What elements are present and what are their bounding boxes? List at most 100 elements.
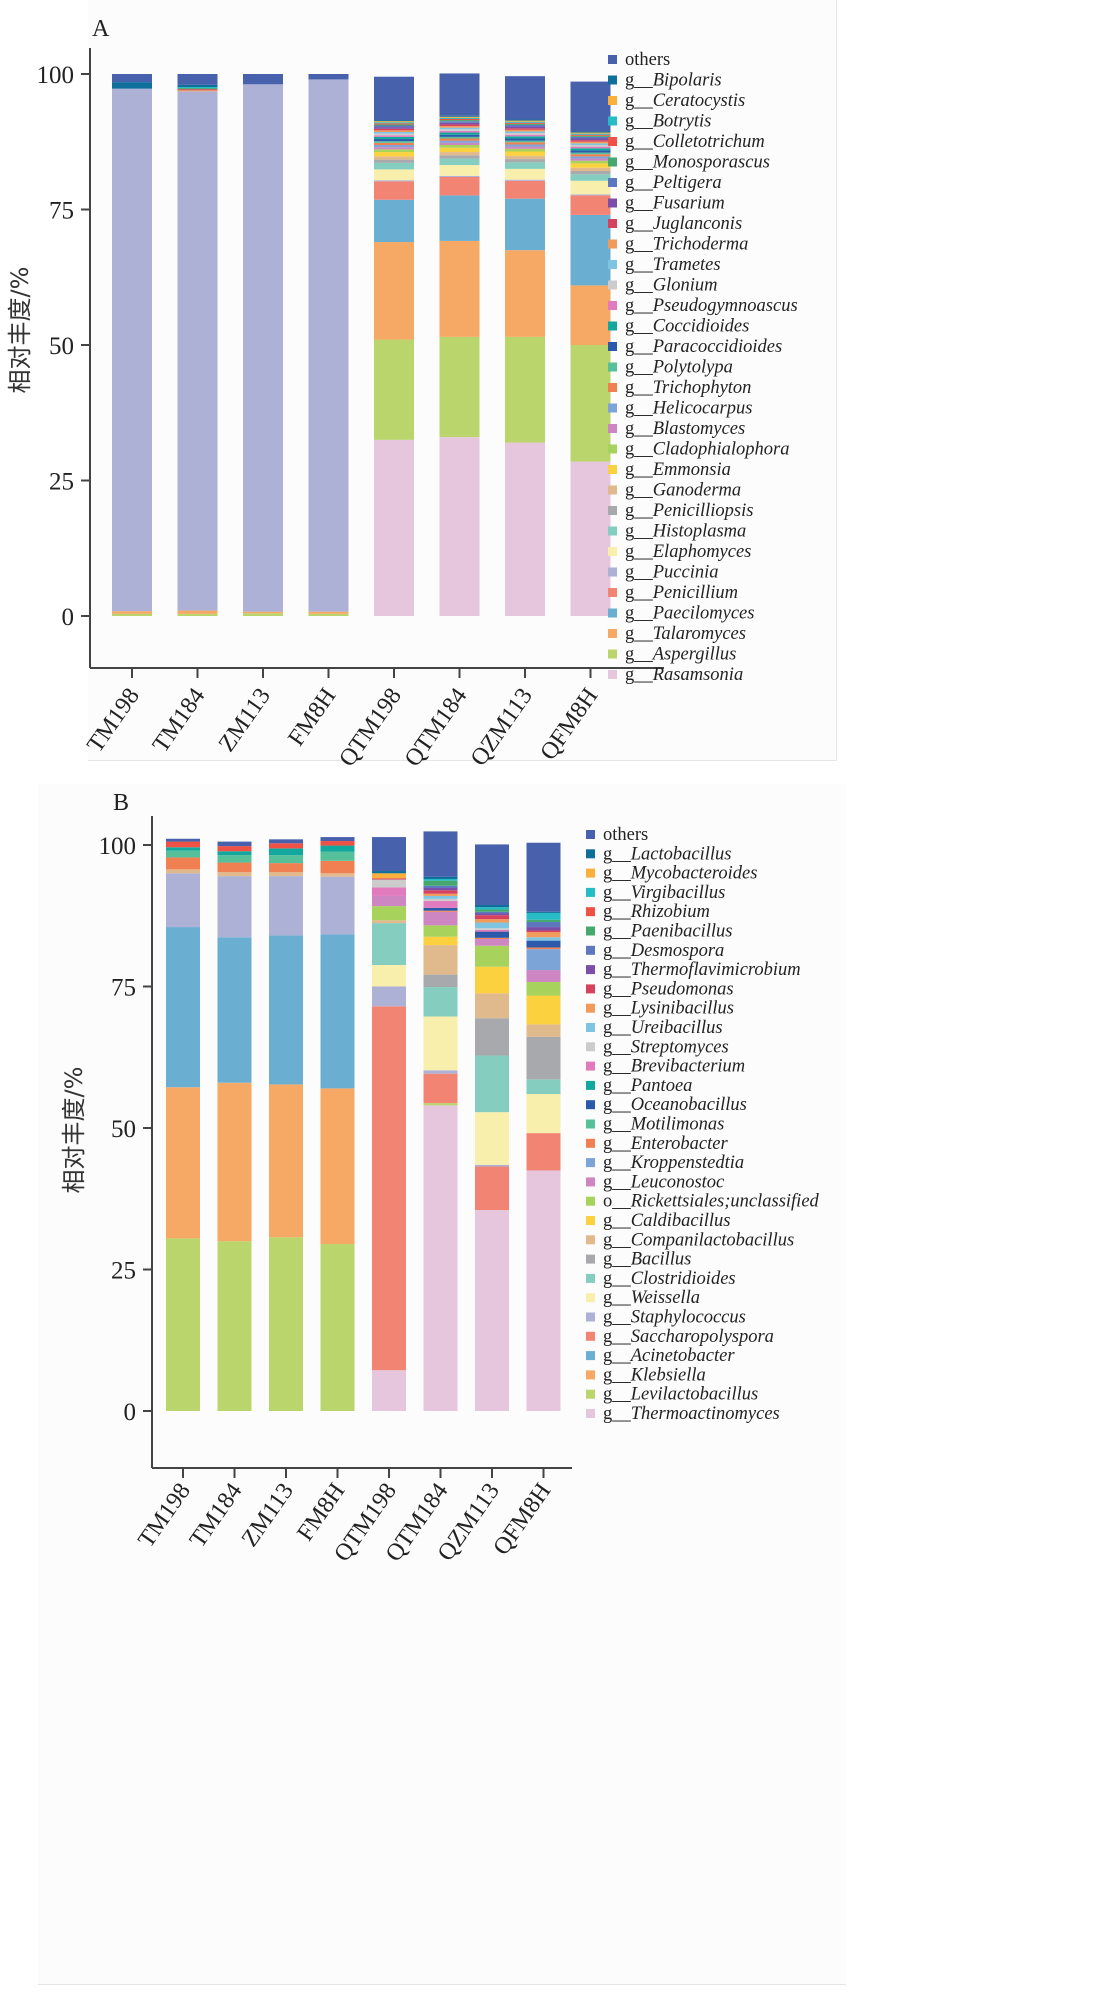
legend-item: g__Desmospora: [586, 941, 724, 961]
legend-label: g__Caldibacillus: [603, 1211, 730, 1231]
legend-prefix: o__: [603, 1192, 632, 1212]
bar-segment-QFM8H-talaromyces: [570, 285, 611, 345]
legend-swatch: [586, 1080, 595, 1090]
bar-segment-QTM198-saccharopolyspora: [372, 1006, 406, 1371]
panel-label: B: [113, 790, 129, 816]
bar-segment-QTM184-caldibacillus: [423, 936, 458, 946]
bar-segment-QTM198-trichoderma: [374, 130, 414, 132]
legend-swatch: [608, 649, 617, 659]
bar-segment-QZM113-trichophyton: [505, 142, 545, 145]
legend-item: g__Emmonsia: [608, 460, 731, 480]
legend-item: g__Kroppenstedtia: [586, 1153, 744, 1173]
bar-segment-QTM184-companilactobacillus: [423, 945, 458, 975]
bar-segment-TM184-talaromyces: [177, 610, 218, 614]
legend-item: g__Trichophyton: [608, 378, 751, 398]
bar-segment-QZM113-virgibacillus: [475, 907, 509, 910]
legend-label: g__Motilimonas: [603, 1115, 724, 1135]
bar-segment-QTM184-weissella: [423, 1016, 458, 1071]
bar-segment-QFM8H-others: [526, 842, 561, 912]
legend-swatch: [608, 588, 617, 597]
legend-genus: Levilactobacillus: [630, 1385, 758, 1405]
legend-prefix: g__: [603, 1095, 632, 1115]
bar-segment-QTM198-emmonsia: [374, 152, 414, 157]
bar-segment-TM184-puccinia: [177, 91, 218, 611]
bar-segment-QTM184-enterobacter: [423, 910, 458, 912]
bar-segment-QTM184-leuconostoc: [423, 911, 458, 926]
bar-segment-QZM113-trichoderma: [505, 129, 545, 132]
legend-prefix: g__: [603, 999, 632, 1019]
legend-item: others: [608, 50, 670, 70]
bar-segment-QFM8H-emmonsia: [570, 163, 611, 168]
legend-prefix: g__: [625, 563, 654, 583]
y-tick-label: 50: [111, 1116, 136, 1143]
legend-prefix: g__: [625, 317, 654, 337]
legend-genus: Peltigera: [652, 173, 722, 193]
bar-segment-QTM184-others: [439, 73, 480, 116]
bar-segment-QZM113-penicillium: [505, 180, 545, 199]
bar-segment-QZM113-aspergillus: [505, 336, 545, 443]
legend-swatch: [586, 1293, 595, 1303]
bar-segment-QTM198-histoplasma: [374, 162, 414, 170]
x-tick-label: TM198: [82, 684, 145, 758]
bar-segment-QFM8H-saccharopolyspora: [526, 1133, 561, 1171]
bar-segment-QTM184-ganoderma: [439, 152, 480, 156]
bar-segment-QTM198-botrytis: [374, 122, 414, 124]
bar-segment-QFM8H-penicilliopsis: [570, 171, 611, 175]
bar-segment-QFM8H-companilactobacillus: [526, 1024, 561, 1037]
bar-segment-TM198-others: [166, 838, 200, 842]
bar-segment-QZM113-pseudomonas: [475, 915, 509, 920]
bar-segment-ZM113-others: [243, 74, 283, 85]
legend-swatch: [586, 1312, 595, 1322]
legend-label: g__Paenibacillus: [603, 922, 732, 942]
legend-item: g__Thermoactinomyces: [586, 1404, 780, 1424]
bar-segment-FM8H-companilactobacillus: [320, 873, 355, 877]
y-tick-label: 75: [49, 198, 74, 225]
bar-segment-QFM8H-lactobacillus: [526, 911, 561, 913]
bar-segment-QTM184-streptomyces: [423, 898, 458, 902]
bar-segment-QFM8H-thermoflavimicrobium: [526, 927, 561, 931]
legend-prefix: g__: [625, 91, 654, 111]
legend-genus: Leuconostoc: [630, 1172, 725, 1192]
bar-segment-QZM113-coccidioides: [505, 136, 545, 139]
legend-genus: Rickettsiales;unclassified: [630, 1192, 820, 1212]
bar-segment-TM184-aspergillus: [177, 613, 218, 616]
legend-item: g__Ceratocystis: [608, 91, 745, 111]
legend-label: g__Companilactobacillus: [603, 1230, 794, 1250]
legend-genus: Botrytis: [653, 112, 712, 132]
bar-segment-QZM113-streptomyces: [475, 928, 509, 930]
legend-item: g__Caldibacillus: [586, 1211, 730, 1231]
legend-label: g__Colletotrichum: [625, 132, 765, 152]
legend-genus: Penicillium: [652, 583, 738, 603]
bar-segment-TM198-levilactobacillus: [166, 1238, 200, 1411]
bar-segment-TM184-enterobacter: [217, 862, 252, 873]
x-tick-label: QTM198: [334, 684, 407, 772]
bar-segment-QTM184-elaphomyces: [439, 165, 480, 176]
legend-item: g__Trametes: [608, 255, 721, 275]
legend-swatch: [586, 1254, 595, 1264]
bar-segment-TM184-acinetobacter: [217, 937, 252, 1083]
bar-segment-QTM184-clostridioides: [423, 987, 458, 1017]
bar-segment-ZM113-talaromyces: [243, 611, 283, 614]
legend-item: g__Acinetobacter: [586, 1346, 735, 1366]
legend-label: g__Trametes: [625, 255, 721, 275]
legend-swatch: [608, 506, 617, 515]
bar-segment-TM198-motilimonas: [166, 850, 200, 858]
legend-prefix: g__: [625, 337, 654, 357]
legend-item: g__Coccidioides: [608, 317, 749, 337]
bar-segment-QFM8H-botrytis: [570, 133, 611, 135]
y-tick-label: 0: [62, 604, 75, 631]
legend-swatch: [608, 670, 617, 679]
bar-segment-QTM184-bacillus: [423, 974, 458, 988]
legend-item: g__Trichoderma: [608, 235, 748, 255]
bar-segment-QFM8H-pseudomonas: [526, 930, 561, 933]
legend-genus: Juglanconis: [653, 214, 742, 234]
legend-label: g__Fusarium: [625, 194, 725, 214]
legend-genus: Acinetobacter: [629, 1346, 736, 1366]
bar-segment-QFM8H-pseudogymnoascus: [570, 146, 611, 149]
bar-segment-TM198-talaromyces: [112, 611, 152, 614]
legend-genus: Paracoccidioides: [652, 337, 782, 357]
legend-label: g__Thermoflavimicrobium: [603, 960, 801, 980]
legend-genus: Kroppenstedtia: [630, 1153, 744, 1173]
legend-label: g__Lysinibacillus: [603, 999, 734, 1019]
